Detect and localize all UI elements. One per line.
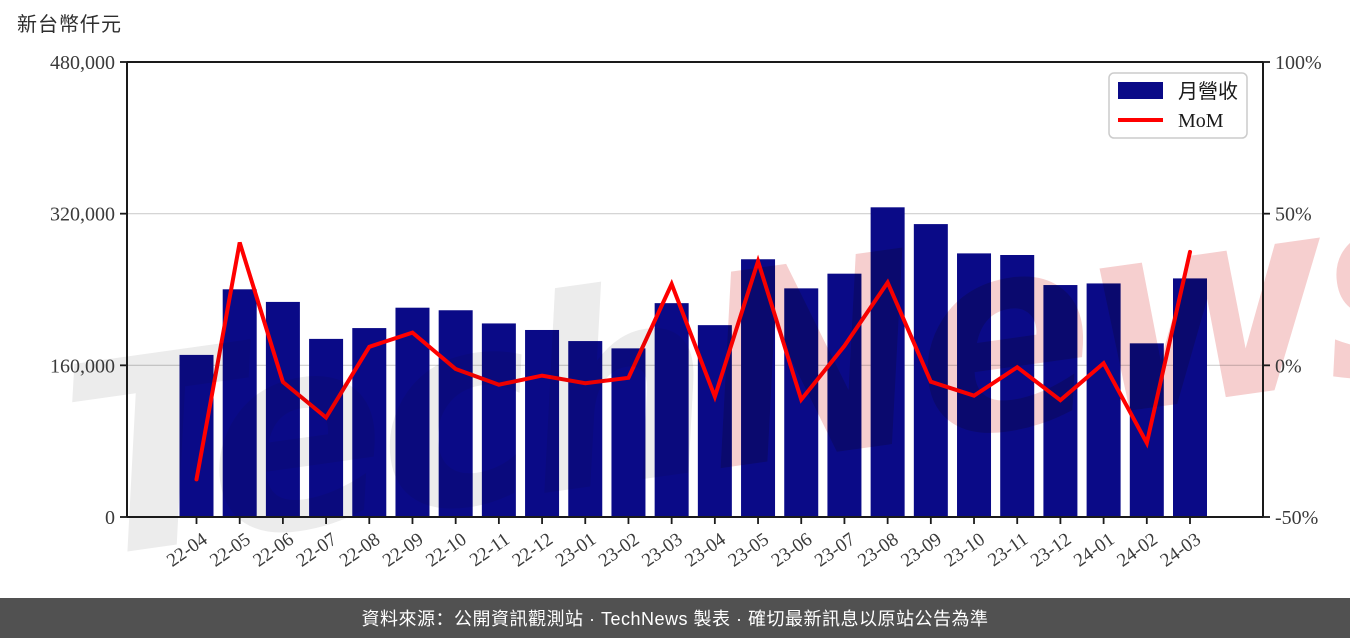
revenue-bar-22-04 xyxy=(179,354,214,517)
axes xyxy=(126,61,1264,518)
revenue-bar-23-01 xyxy=(568,341,603,517)
y-right-tick-label: 0% xyxy=(1275,355,1302,377)
mom-line xyxy=(194,241,1192,482)
revenue-bar-23-10 xyxy=(957,253,992,517)
y-axis-left: 0 160,000 320,000 480,000 xyxy=(50,52,127,529)
x-tick-label: 24-02 xyxy=(1113,529,1161,572)
x-tick-label: 23-06 xyxy=(768,529,816,572)
legend: 月營收 MoM xyxy=(1108,72,1248,139)
legend-label-mom: MoM xyxy=(1178,110,1224,132)
revenue-bar-24-01 xyxy=(1086,283,1121,517)
revenue-bar-22-08 xyxy=(352,328,387,517)
legend-bar-swatch xyxy=(1118,82,1163,99)
x-tick-label: 24-01 xyxy=(1070,529,1118,572)
y-left-tick-label: 320,000 xyxy=(50,204,115,226)
x-tick-label: 23-08 xyxy=(854,529,902,572)
revenue-bar-23-07 xyxy=(827,273,862,517)
y-right-tick-label: -50% xyxy=(1275,507,1318,529)
technews-watermark: TechNews xyxy=(47,119,1350,598)
legend-label-revenue: 月營收 xyxy=(1178,80,1238,103)
y-left-tick-label: 160,000 xyxy=(50,355,115,377)
x-tick-label: 23-10 xyxy=(941,529,989,572)
chart-unit-title: 新台幣仟元 xyxy=(17,14,122,36)
revenue-bar-22-05 xyxy=(222,289,257,517)
y-right-tick-label: 50% xyxy=(1275,204,1312,226)
x-tick-label: 23-09 xyxy=(897,529,945,572)
revenue-bar-22-11 xyxy=(481,323,516,517)
revenue-bar-23-08 xyxy=(870,207,905,518)
x-tick-label: 23-12 xyxy=(1027,529,1075,572)
x-tick-label: 23-05 xyxy=(725,529,773,572)
revenue-bars xyxy=(179,207,1207,518)
data-source-note: 資料來源：公開資訊觀測站 · TechNews 製表 · 確切最新訊息以原站公告… xyxy=(361,609,989,629)
revenue-bar-24-03 xyxy=(1173,278,1207,517)
y-left-tick-label: 480,000 xyxy=(50,52,115,74)
technews-watermark-text: TechNews xyxy=(47,119,1350,598)
x-tick-label: 23-11 xyxy=(984,529,1032,571)
revenue-bar-22-06 xyxy=(265,301,300,517)
x-tick-label: 23-07 xyxy=(811,529,859,572)
revenue-bar-22-10 xyxy=(438,310,473,517)
revenue-bar-22-07 xyxy=(309,338,344,517)
y-right-tick-label: 100% xyxy=(1275,52,1322,74)
revenue-bar-23-09 xyxy=(913,224,948,517)
y-axis-right: -50% 0% 50% 100% xyxy=(1263,52,1322,529)
revenue-bar-23-11 xyxy=(1000,254,1035,517)
y-left-tick-label: 0 xyxy=(105,507,115,529)
x-tick-label: 24-03 xyxy=(1157,529,1205,572)
revenue-bar-24-02 xyxy=(1129,343,1164,517)
revenue-bar-22-12 xyxy=(525,329,560,517)
revenue-bar-23-03 xyxy=(654,303,689,517)
footer-bar: 資料來源：公開資訊觀測站 · TechNews 製表 · 確切最新訊息以原站公告… xyxy=(0,598,1350,638)
